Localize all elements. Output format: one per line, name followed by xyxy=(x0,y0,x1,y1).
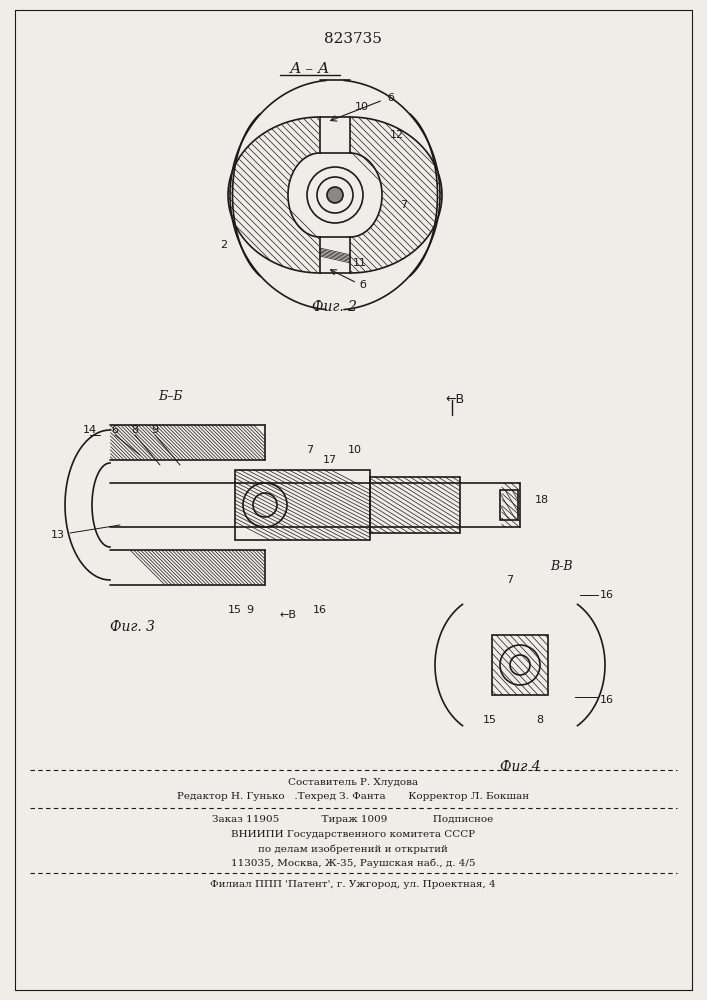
Text: 15: 15 xyxy=(483,715,497,725)
Text: б: б xyxy=(387,93,394,103)
Text: Составитель Р. Хлудова: Составитель Р. Хлудова xyxy=(288,778,418,787)
Text: 12: 12 xyxy=(390,130,404,140)
Text: 13: 13 xyxy=(51,530,65,540)
Text: 10: 10 xyxy=(355,102,369,112)
Text: ←В: ←В xyxy=(445,393,464,406)
Text: Б–Б: Б–Б xyxy=(158,390,182,403)
Text: 15: 15 xyxy=(228,605,242,615)
Text: Заказ 11905             Тираж 1009              Подписное: Заказ 11905 Тираж 1009 Подписное xyxy=(212,815,493,824)
Text: 16: 16 xyxy=(313,605,327,615)
Text: 8: 8 xyxy=(132,425,139,435)
Bar xyxy=(500,490,518,520)
Text: 11: 11 xyxy=(353,258,367,268)
Text: 16: 16 xyxy=(600,695,614,705)
Text: Фиг. 2: Фиг. 2 xyxy=(312,300,358,314)
Text: 10: 10 xyxy=(348,445,362,455)
Text: 6: 6 xyxy=(112,425,119,435)
Bar xyxy=(235,470,370,540)
Text: ←В: ←В xyxy=(280,610,297,620)
Text: 7: 7 xyxy=(400,200,407,210)
Text: 9: 9 xyxy=(247,605,254,615)
Text: 16: 16 xyxy=(600,590,614,600)
Text: 9: 9 xyxy=(151,425,158,435)
Text: Филиал ППП 'Патент', г. Ужгород, ул. Проектная, 4: Филиал ППП 'Патент', г. Ужгород, ул. Про… xyxy=(210,880,496,889)
Text: Редактор Н. Гунько   .Техред З. Фанта       Корректор Л. Бокшан: Редактор Н. Гунько .Техред З. Фанта Корр… xyxy=(177,792,529,801)
Text: б: б xyxy=(359,280,366,290)
Text: 7: 7 xyxy=(306,445,314,455)
Text: 113035, Москва, Ж-35, Раушская наб., д. 4/5: 113035, Москва, Ж-35, Раушская наб., д. … xyxy=(230,858,475,867)
Text: 823735: 823735 xyxy=(324,32,382,46)
Text: 18: 18 xyxy=(535,495,549,505)
Bar xyxy=(370,477,460,533)
Text: Фиг 4: Фиг 4 xyxy=(500,760,540,774)
Text: ВНИИПИ Государственного комитета СССР: ВНИИПИ Государственного комитета СССР xyxy=(231,830,475,839)
Text: 8: 8 xyxy=(537,715,544,725)
Text: по делам изобретений и открытий: по делам изобретений и открытий xyxy=(258,844,448,854)
Bar xyxy=(492,635,548,695)
Text: 7: 7 xyxy=(506,575,513,585)
Text: 17: 17 xyxy=(323,455,337,465)
Text: А – А: А – А xyxy=(290,62,330,76)
Text: В-В: В-В xyxy=(550,560,573,573)
Text: 14: 14 xyxy=(83,425,97,435)
Text: 2: 2 xyxy=(220,240,227,250)
Circle shape xyxy=(327,187,343,203)
Text: Фиг. 3: Фиг. 3 xyxy=(110,620,155,634)
